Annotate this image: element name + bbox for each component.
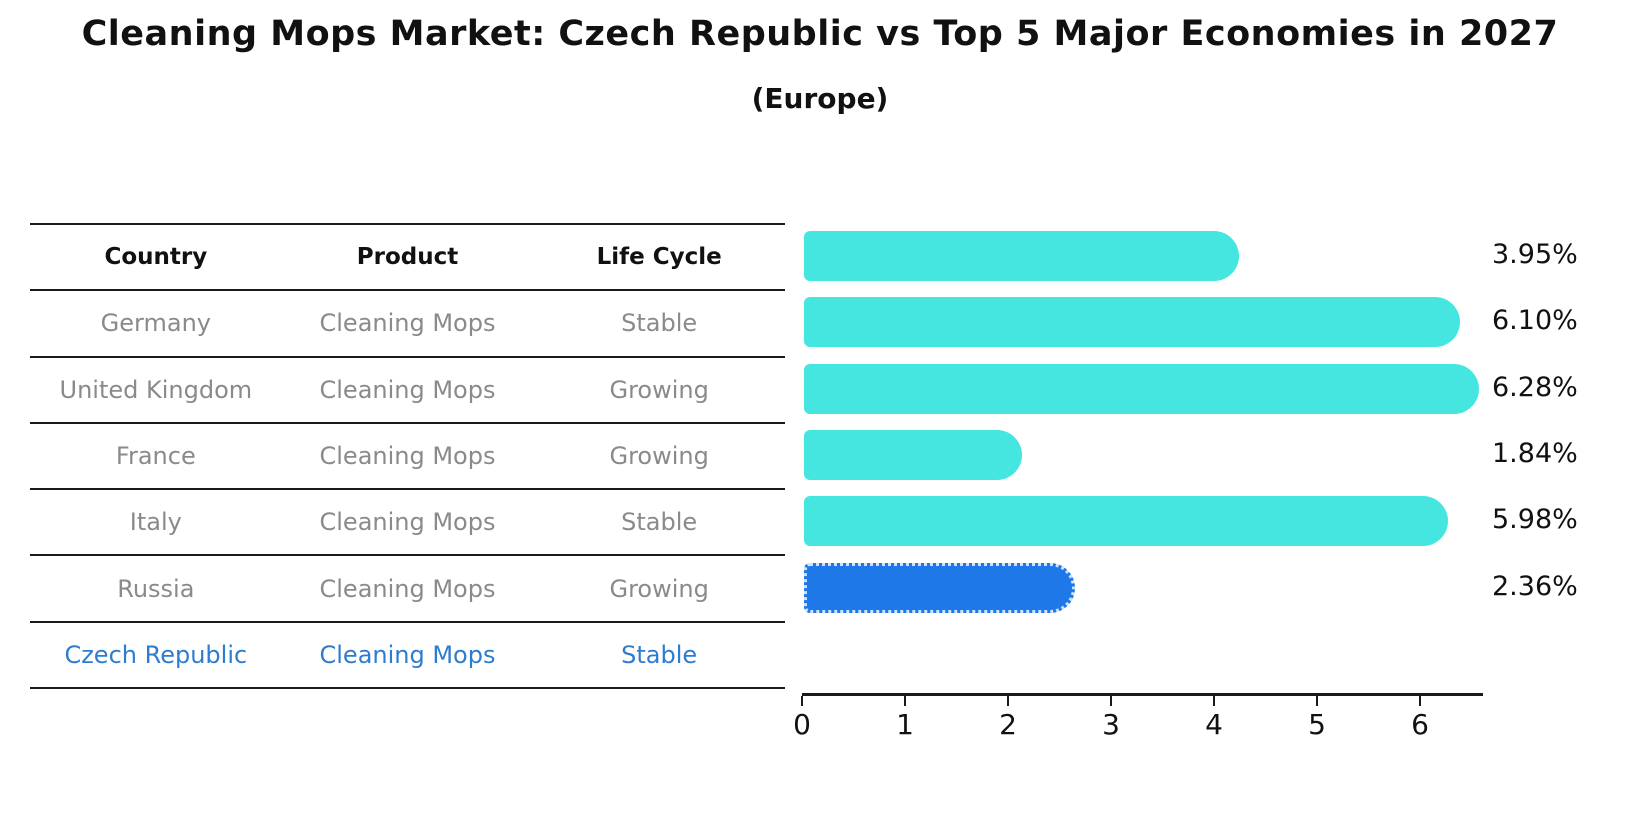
country-cell: Czech Republic: [64, 640, 248, 669]
country-cell: Germany: [100, 309, 211, 338]
tick-label: 5: [1308, 708, 1326, 741]
column-header-product: Product: [356, 244, 459, 271]
country-cell: France: [115, 442, 196, 471]
life-cycle-cell: Stable: [621, 309, 698, 338]
value-label-russia: 5.98%: [1492, 504, 1578, 536]
page-title: Cleaning Mops Market: Czech Republic vs …: [81, 14, 1559, 54]
bar-united-kingdom: [804, 297, 1461, 348]
tick-label: 2: [999, 708, 1017, 741]
x-axis-line: [802, 693, 1483, 696]
product-cell: Cleaning Mops: [319, 640, 496, 669]
bar-row-czech-republic: 2.36%: [802, 555, 1640, 621]
table-row-russia: Russia Cleaning Mops Growing: [30, 554, 785, 620]
table-row-italy: Italy Cleaning Mops Stable: [30, 488, 785, 554]
table-header-row: Country Product Life Cycle: [30, 223, 785, 289]
life-cycle-cell: Growing: [609, 442, 709, 471]
bar-row-united-kingdom: 6.10%: [802, 289, 1640, 355]
product-cell: Cleaning Mops: [319, 508, 496, 537]
table-row-germany: Germany Cleaning Mops Stable: [30, 289, 785, 355]
country-table: Country Product Life Cycle Germany Clean…: [30, 223, 785, 690]
bar-row-france: 6.28%: [802, 356, 1640, 422]
table-row-czech-republic: Czech Republic Cleaning Mops Stable: [30, 620, 785, 687]
product-cell: Cleaning Mops: [319, 309, 496, 338]
bar-czech-republic: [804, 562, 1076, 613]
column-header-country: Country: [104, 244, 208, 271]
tick-mark: [1213, 696, 1215, 706]
life-cycle-cell: Stable: [621, 640, 698, 669]
market-share-bar-chart: 3.95% 6.10% 6.28% 1.84% 5.98% 2.36% 0 1 …: [793, 223, 1640, 783]
bar-row-russia: 5.98%: [802, 488, 1640, 554]
tick-label: 3: [1102, 708, 1120, 741]
product-cell: Cleaning Mops: [319, 442, 496, 471]
bar-russia: [804, 496, 1448, 547]
bar-france: [804, 363, 1479, 414]
value-label-france: 6.28%: [1492, 371, 1578, 403]
life-cycle-cell: Growing: [609, 574, 709, 603]
table-row-france: France Cleaning Mops Growing: [30, 421, 785, 488]
table-row-united-kingdom: United Kingdom Cleaning Mops Growing: [30, 355, 785, 422]
country-cell: Russia: [117, 574, 195, 603]
tick-label: 4: [1205, 708, 1223, 741]
bar-germany: [804, 231, 1239, 281]
tick-mark: [1419, 696, 1421, 706]
tick-label: 1: [896, 708, 914, 741]
tick-mark: [1110, 696, 1112, 706]
value-label-italy: 1.84%: [1492, 437, 1578, 469]
tick-mark: [1316, 696, 1318, 706]
tick-mark: [801, 696, 803, 706]
product-cell: Cleaning Mops: [319, 574, 496, 603]
bar-row-germany: 3.95%: [802, 223, 1640, 289]
tick-label: 0: [793, 708, 811, 741]
bar-italy: [804, 429, 1022, 480]
tick-label: 6: [1411, 708, 1429, 741]
life-cycle-cell: Stable: [621, 508, 698, 537]
column-header-life-cycle: Life Cycle: [596, 244, 722, 271]
tick-mark: [904, 696, 906, 706]
value-label-united-kingdom: 6.10%: [1492, 305, 1578, 337]
product-cell: Cleaning Mops: [319, 375, 496, 404]
life-cycle-cell: Growing: [609, 375, 709, 404]
value-label-czech-republic: 2.36%: [1492, 570, 1578, 602]
country-cell: Italy: [129, 508, 182, 537]
page-subtitle: (Europe): [751, 82, 889, 115]
value-label-germany: 3.95%: [1492, 239, 1578, 270]
tick-mark: [1007, 696, 1009, 706]
country-cell: United Kingdom: [59, 375, 253, 404]
bar-row-italy: 1.84%: [802, 422, 1640, 488]
